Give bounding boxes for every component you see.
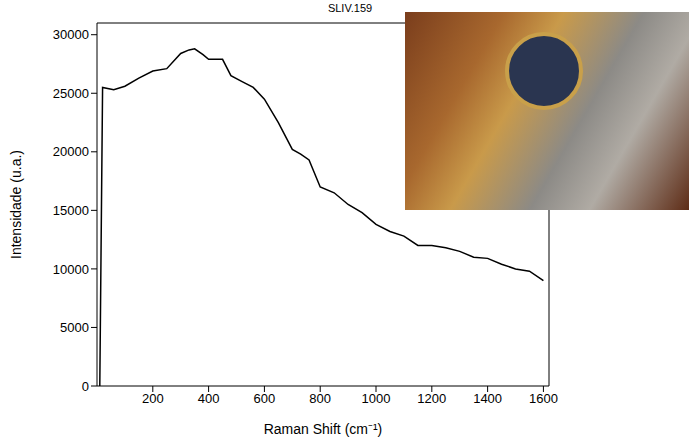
svg-text:25000: 25000 <box>53 86 89 101</box>
svg-text:5000: 5000 <box>60 320 89 335</box>
svg-text:1600: 1600 <box>529 391 558 406</box>
svg-text:30000: 30000 <box>53 27 89 42</box>
svg-text:400: 400 <box>198 391 220 406</box>
svg-text:15000: 15000 <box>53 203 89 218</box>
svg-text:0: 0 <box>82 379 89 394</box>
svg-text:Intensidade (u.a.): Intensidade (u.a.) <box>8 150 24 259</box>
svg-text:10000: 10000 <box>53 262 89 277</box>
svg-text:800: 800 <box>309 391 331 406</box>
svg-text:20000: 20000 <box>53 144 89 159</box>
svg-text:Raman Shift (cm⁻¹): Raman Shift (cm⁻¹) <box>264 421 383 437</box>
svg-text:1200: 1200 <box>417 391 446 406</box>
html-text:SLIV.159: SLIV.159 <box>327 2 373 14</box>
svg-text:1400: 1400 <box>473 391 502 406</box>
svg-text:600: 600 <box>254 391 276 406</box>
svg-text:1000: 1000 <box>362 391 391 406</box>
svg-text:200: 200 <box>142 391 164 406</box>
